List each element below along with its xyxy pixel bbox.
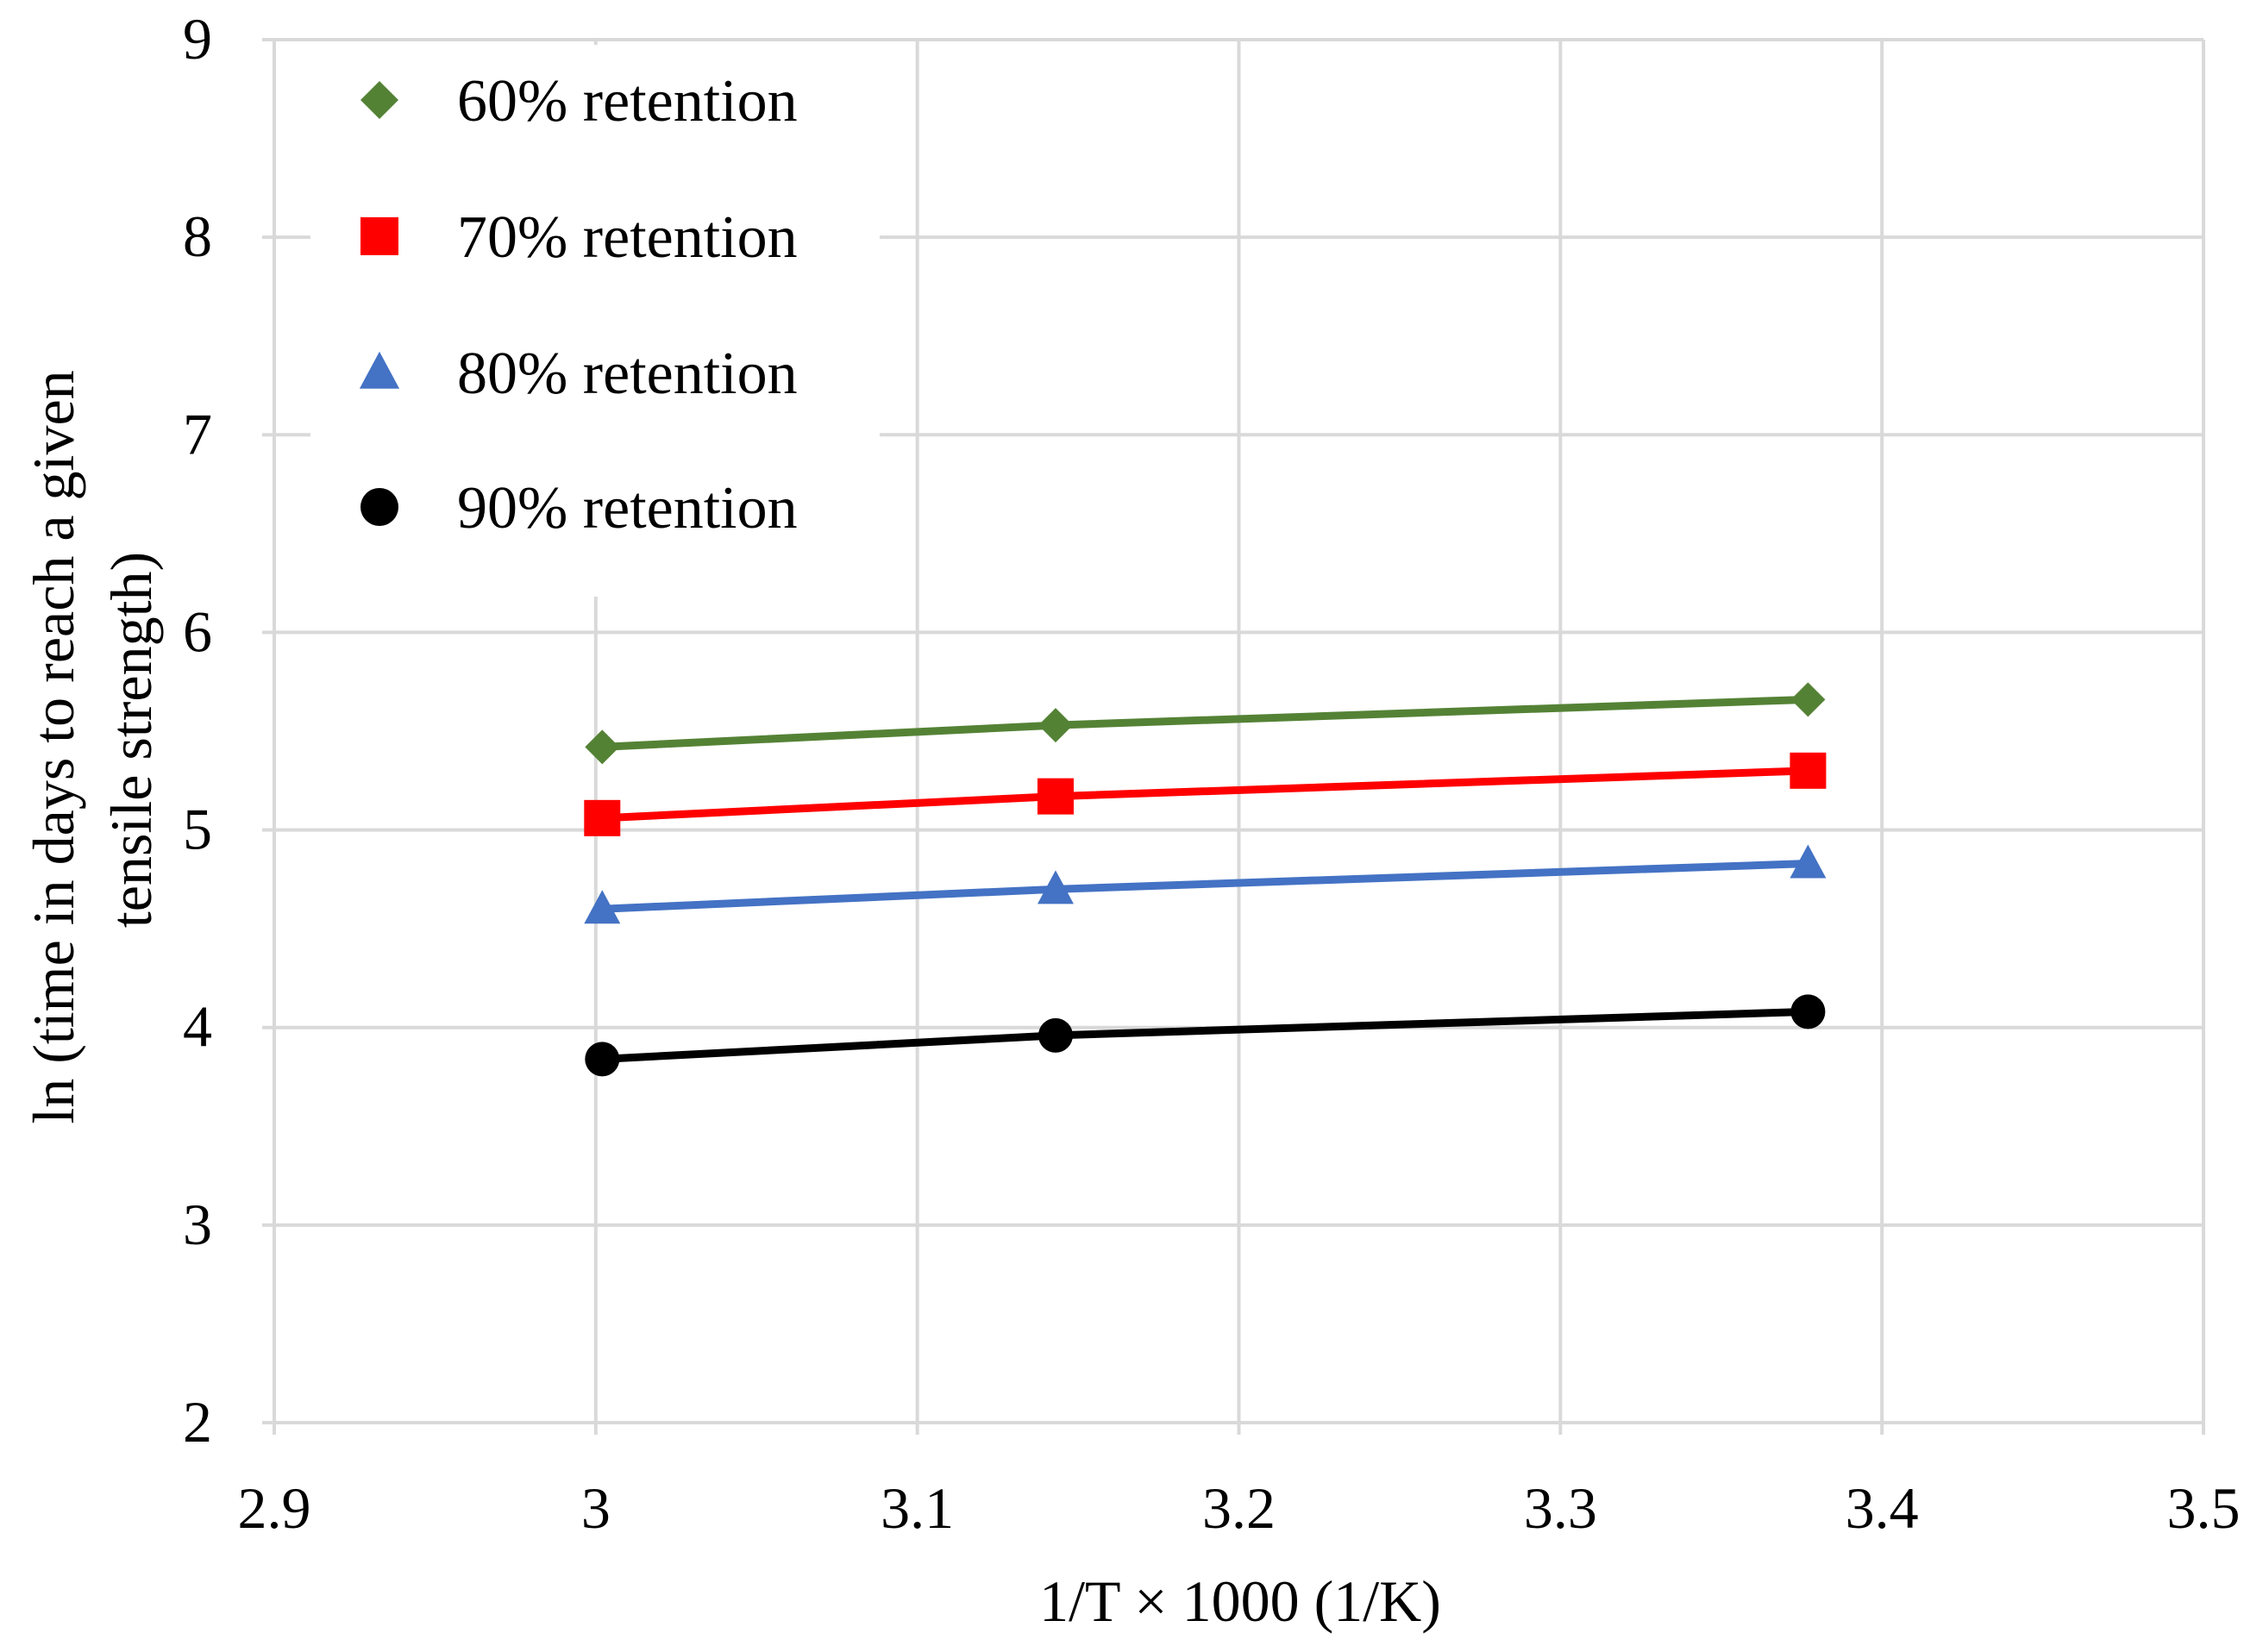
- legend-background: [310, 45, 880, 597]
- series-line: [602, 695, 1809, 751]
- legend-entry: 80% retention: [359, 341, 798, 407]
- square-marker: [1037, 778, 1074, 815]
- diamond-marker: [360, 81, 398, 119]
- legend-box: [310, 45, 880, 597]
- diamond-marker: [585, 729, 620, 765]
- legend-label: 90% retention: [457, 475, 798, 541]
- y-tick-label: 4: [183, 994, 212, 1060]
- x-axis-title: 1/T × 1000 (1/K): [1039, 1568, 1441, 1634]
- square-marker: [1790, 752, 1827, 789]
- square-marker: [584, 799, 621, 836]
- legend: 60% retention 70% retention 80% retention 9…: [359, 68, 798, 541]
- x-tick-label: 3: [581, 1475, 611, 1541]
- series-lines: [584, 682, 1827, 1077]
- diamond-marker: [1037, 708, 1073, 743]
- legend-label: 70% retention: [457, 204, 798, 271]
- x-tick-label: 3.2: [1202, 1475, 1276, 1541]
- y-tick-label: 8: [183, 203, 212, 269]
- x-tick-label: 3.3: [1524, 1475, 1597, 1541]
- x-tick-label: 2.9: [238, 1475, 311, 1541]
- triangle-marker: [1037, 870, 1074, 904]
- y-tick-label: 7: [183, 401, 212, 466]
- triangle-marker: [1790, 844, 1827, 879]
- diamond-marker: [1790, 682, 1826, 717]
- triangle-marker: [584, 890, 621, 924]
- legend-label: 60% retention: [457, 68, 798, 135]
- legend-entry: 90% retention: [360, 475, 798, 541]
- x-tick-label: 3.5: [2167, 1475, 2241, 1541]
- x-tick-label: 3.1: [881, 1475, 954, 1541]
- triangle-marker: [359, 351, 400, 389]
- y-tick-label: 9: [183, 6, 212, 72]
- legend-entry: 70% retention: [360, 204, 798, 271]
- y-axis-title: ln (time in days to reach a given tensil…: [21, 355, 164, 1123]
- y-axis-title-line-2: tensile strength): [98, 552, 164, 928]
- y-tick-label: 2: [183, 1389, 212, 1455]
- x-tick-label: 3.4: [1846, 1475, 1919, 1541]
- series-line: [602, 1007, 1809, 1063]
- series-2: [584, 752, 1827, 836]
- axis-labels: 1/T × 1000 (1/K) ln (time in days to rea…: [21, 355, 1441, 1634]
- legend-label: 80% retention: [457, 341, 798, 407]
- y-tick-label: 6: [183, 598, 212, 664]
- y-tick-label: 3: [183, 1192, 212, 1257]
- series-3: [584, 844, 1827, 924]
- square-marker: [360, 217, 398, 255]
- y-tick-label: 5: [183, 797, 212, 862]
- series-line: [602, 860, 1809, 913]
- circle-marker: [360, 488, 398, 526]
- series-1: [585, 682, 1826, 765]
- series-line: [602, 767, 1809, 823]
- circle-marker: [1037, 1017, 1073, 1053]
- axes: 2 3 4 5 6 7 8 9 2.9 3 3.1 3.2 3.3 3.4 3.5: [183, 6, 2241, 1541]
- circle-marker: [1790, 994, 1826, 1029]
- series-4: [585, 994, 1826, 1077]
- legend-entry: 60% retention: [360, 68, 798, 135]
- y-axis-title-line-1: ln (time in days to reach a given: [21, 370, 86, 1123]
- circle-marker: [585, 1042, 620, 1077]
